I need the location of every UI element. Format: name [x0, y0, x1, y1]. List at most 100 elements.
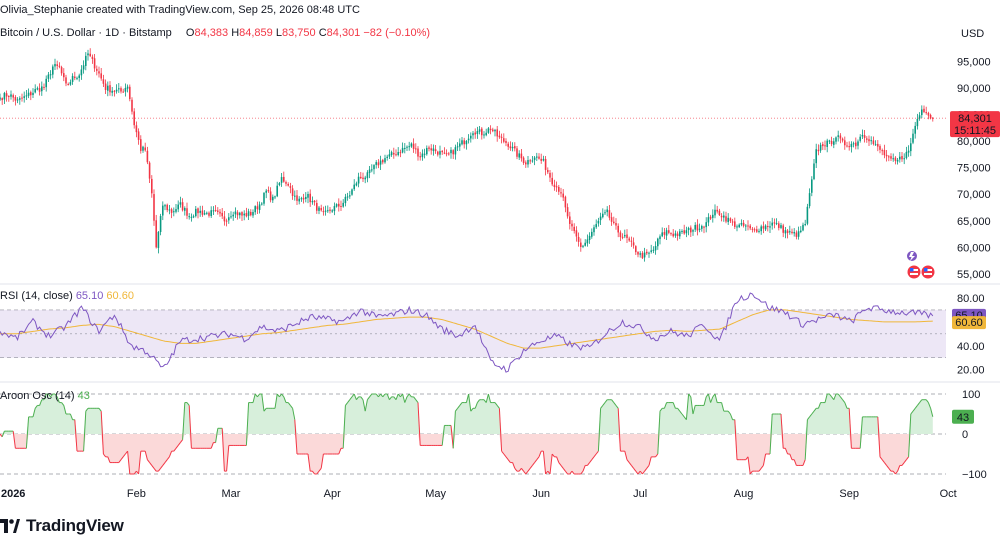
- candle-body[interactable]: [903, 158, 905, 160]
- candle-body[interactable]: [692, 230, 694, 232]
- candle-body[interactable]: [225, 220, 228, 222]
- candle-body[interactable]: [747, 225, 749, 227]
- candle-body[interactable]: [474, 132, 476, 135]
- candle-body[interactable]: [855, 142, 857, 147]
- candle-body[interactable]: [615, 223, 617, 226]
- candle-body[interactable]: [668, 230, 670, 233]
- candle-body[interactable]: [485, 132, 487, 136]
- candle-body[interactable]: [243, 213, 245, 216]
- candle-body[interactable]: [291, 188, 294, 197]
- candle-body[interactable]: [307, 194, 309, 198]
- candle-body[interactable]: [861, 134, 864, 137]
- candle-body[interactable]: [703, 226, 705, 228]
- candle-body[interactable]: [505, 141, 507, 143]
- candle-body[interactable]: [78, 75, 80, 78]
- candle-body[interactable]: [819, 144, 822, 151]
- candle-body[interactable]: [228, 217, 230, 221]
- candle-body[interactable]: [333, 206, 336, 212]
- candle-body[interactable]: [305, 196, 307, 199]
- candle-body[interactable]: [302, 197, 305, 200]
- candle-body[interactable]: [221, 212, 223, 217]
- candle-body[interactable]: [353, 184, 355, 190]
- candle-body[interactable]: [745, 225, 747, 227]
- candle-body[interactable]: [769, 226, 771, 228]
- candle-body[interactable]: [487, 128, 490, 133]
- candle-body[interactable]: [489, 128, 492, 131]
- candle-body[interactable]: [932, 117, 934, 119]
- candle-body[interactable]: [324, 210, 327, 212]
- candle-body[interactable]: [36, 88, 39, 90]
- candle-body[interactable]: [0, 97, 1, 100]
- candle-body[interactable]: [287, 184, 289, 186]
- candle-body[interactable]: [247, 211, 250, 216]
- candle-body[interactable]: [129, 86, 131, 100]
- candle-body[interactable]: [800, 230, 802, 233]
- candle-body[interactable]: [267, 190, 270, 192]
- candle-body[interactable]: [635, 246, 637, 253]
- candle-body[interactable]: [60, 67, 63, 74]
- candle-body[interactable]: [617, 225, 619, 233]
- candle-body[interactable]: [454, 147, 457, 155]
- candle-body[interactable]: [74, 76, 76, 79]
- candle-body[interactable]: [131, 99, 133, 112]
- candle-body[interactable]: [423, 153, 426, 155]
- candle-body[interactable]: [456, 146, 459, 148]
- candle-body[interactable]: [256, 206, 259, 210]
- candle-body[interactable]: [351, 189, 353, 195]
- candle-body[interactable]: [56, 64, 58, 66]
- candle-body[interactable]: [168, 209, 171, 211]
- candle-body[interactable]: [188, 216, 190, 218]
- candle-body[interactable]: [472, 133, 474, 136]
- candle-body[interactable]: [190, 216, 193, 218]
- candle-body[interactable]: [492, 129, 494, 132]
- candle-body[interactable]: [162, 205, 164, 216]
- candle-body[interactable]: [450, 149, 452, 154]
- candle-body[interactable]: [219, 211, 221, 214]
- candle-body[interactable]: [366, 172, 369, 179]
- candle-body[interactable]: [434, 149, 437, 152]
- us-event-flag-icon[interactable]: [907, 265, 921, 279]
- candle-body[interactable]: [96, 68, 98, 71]
- candle-body[interactable]: [881, 150, 883, 152]
- candle-body[interactable]: [793, 232, 795, 234]
- candle-body[interactable]: [179, 202, 182, 205]
- candle-body[interactable]: [685, 230, 688, 234]
- candle-body[interactable]: [410, 143, 413, 147]
- candle-body[interactable]: [478, 129, 481, 132]
- candle-body[interactable]: [344, 196, 347, 204]
- us-event-flag-icon[interactable]: [921, 265, 935, 279]
- candle-body[interactable]: [738, 224, 740, 228]
- candle-body[interactable]: [470, 135, 472, 139]
- candle-body[interactable]: [562, 193, 564, 198]
- candle-body[interactable]: [192, 216, 195, 218]
- candle-body[interactable]: [637, 251, 639, 255]
- candle-body[interactable]: [892, 158, 894, 160]
- candle-body[interactable]: [177, 204, 179, 210]
- candle-body[interactable]: [254, 206, 256, 213]
- candle-body[interactable]: [690, 227, 692, 233]
- candle-body[interactable]: [894, 157, 897, 161]
- candle-body[interactable]: [608, 210, 611, 218]
- candle-body[interactable]: [573, 226, 575, 231]
- candle-body[interactable]: [716, 209, 718, 212]
- candle-body[interactable]: [412, 143, 415, 149]
- candle-body[interactable]: [529, 160, 531, 162]
- candle-body[interactable]: [536, 156, 538, 158]
- candle-body[interactable]: [45, 78, 47, 88]
- candle-body[interactable]: [844, 140, 846, 146]
- candle-body[interactable]: [899, 156, 901, 160]
- candle-body[interactable]: [432, 148, 435, 151]
- candle-body[interactable]: [360, 176, 362, 179]
- candle-body[interactable]: [250, 211, 252, 216]
- candle-body[interactable]: [575, 230, 578, 237]
- candle-body[interactable]: [265, 190, 267, 193]
- candle-body[interactable]: [186, 208, 188, 216]
- candle-body[interactable]: [214, 210, 217, 212]
- candle-body[interactable]: [921, 109, 923, 116]
- candle-body[interactable]: [151, 178, 153, 194]
- rsi-name[interactable]: RSI (14, close): [0, 290, 73, 302]
- candle-body[interactable]: [826, 140, 828, 147]
- candle-body[interactable]: [606, 209, 608, 213]
- candle-body[interactable]: [223, 216, 226, 222]
- candle-body[interactable]: [555, 186, 558, 188]
